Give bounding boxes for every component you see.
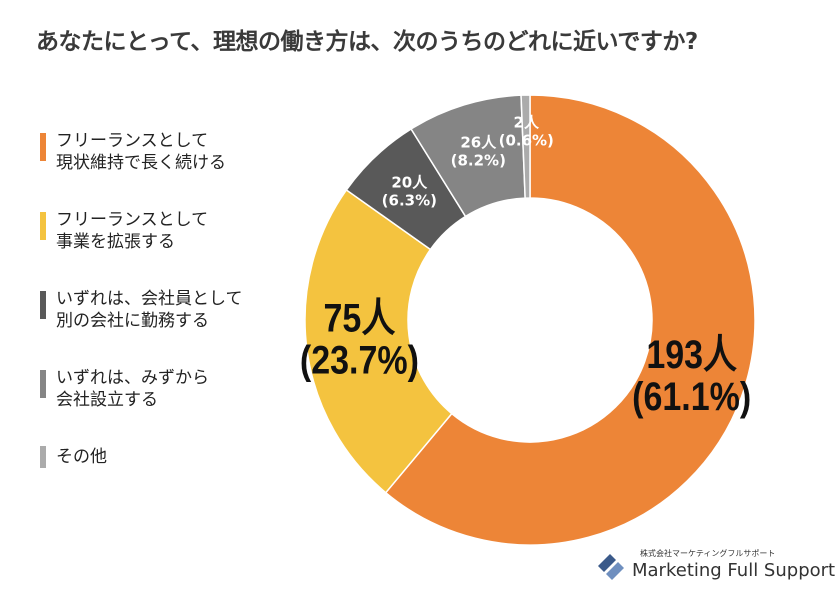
logo-name: Marketing Full Support [632,560,836,581]
percent-label: (61.1%) [632,374,751,419]
legend-swatch [40,446,46,468]
slice [520,94,531,199]
value-label: 26人 [460,133,497,151]
legend-item: フリーランスとして 事業を拡張する [40,209,208,253]
chart-title: あなたにとって、理想の働き方は、次のうちのどれに近いですか? [36,29,698,55]
value-label: 193人 [646,332,737,377]
legend-item: フリーランスとして 現状維持で長く続ける [40,130,226,174]
legend-label: いずれは、会社員として 別の会社に勤務する [56,289,243,331]
legend-item: その他 [40,446,107,468]
slice [384,94,756,546]
value-label: 20人 [391,173,428,191]
legend-label: いずれは、みずから 会社設立する [56,368,209,410]
slice [304,188,453,494]
legend-swatch [40,212,46,240]
legend-item: いずれは、みずから 会社設立する [40,367,209,411]
legend-label: フリーランスとして 事業を拡張する [56,210,209,252]
percent-label: (6.3%) [382,191,437,209]
legend-swatch [40,291,46,319]
value-label: 2人 [514,114,540,132]
legend-swatch [40,133,46,161]
legend-label: その他 [56,447,107,467]
logo-icon [598,554,624,580]
legend-label: フリーランスとして 現状維持で長く続ける [56,131,226,173]
percent-label: (0.6%) [499,132,554,150]
percent-label: (8.2%) [451,151,506,169]
percent-label: (23.7%) [300,337,419,382]
legend-item: いずれは、会社員として 別の会社に勤務する [40,288,243,332]
legend-swatch [40,370,46,398]
value-label: 75人 [324,295,396,340]
logo-company: 株式会社マーケティングフルサポート [640,549,776,558]
